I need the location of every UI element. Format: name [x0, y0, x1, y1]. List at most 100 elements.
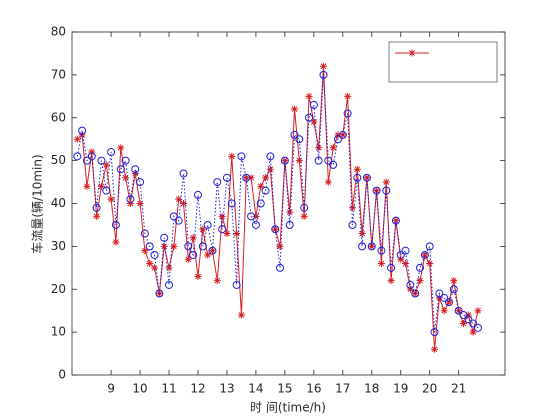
data-point — [107, 195, 115, 203]
data-point — [160, 233, 169, 242]
data-point — [449, 285, 458, 294]
data-point — [266, 152, 275, 161]
data-point — [440, 307, 448, 315]
data-point — [208, 246, 217, 255]
data-point — [435, 294, 443, 302]
data-point — [276, 263, 285, 272]
data-point — [237, 311, 245, 319]
data-point — [87, 152, 96, 161]
data-point — [391, 216, 400, 225]
data-point — [179, 169, 188, 178]
data-point — [430, 328, 439, 337]
data-point — [295, 135, 304, 144]
data-point — [324, 156, 333, 165]
data-point — [421, 251, 429, 259]
data-point — [319, 62, 327, 70]
data-point — [184, 255, 192, 263]
data-point — [382, 178, 390, 186]
data-point — [324, 178, 332, 186]
data-point — [222, 173, 231, 182]
data-point — [406, 280, 415, 289]
data-point — [280, 156, 289, 165]
data-point — [122, 174, 130, 182]
y-tick-label: 70 — [51, 67, 66, 81]
data-point — [271, 225, 279, 233]
data-point — [136, 200, 144, 207]
data-point — [232, 280, 241, 289]
data-point — [276, 242, 284, 250]
data-point — [150, 250, 159, 259]
y-axis-label: 车流量(辆/10min) — [30, 154, 45, 253]
data-point — [315, 144, 323, 152]
x-tick-label: 14 — [248, 382, 263, 396]
data-point — [281, 157, 289, 165]
data-point — [285, 220, 294, 229]
data-point — [373, 187, 381, 195]
data-point — [314, 156, 323, 165]
data-point — [416, 277, 424, 285]
data-point — [305, 92, 313, 100]
data-point — [247, 174, 255, 182]
data-point — [107, 148, 116, 157]
data-point — [189, 250, 198, 259]
data-point — [372, 186, 381, 195]
data-point — [358, 230, 366, 238]
data-point — [333, 135, 342, 144]
data-point — [291, 105, 299, 113]
data-point — [445, 298, 454, 307]
y-tick-label: 80 — [51, 25, 66, 39]
data-point — [93, 212, 101, 220]
data-point — [145, 242, 154, 251]
data-point — [416, 263, 425, 272]
x-tick-label: 9 — [107, 382, 115, 396]
data-point — [362, 173, 371, 182]
data-point — [170, 242, 178, 250]
data-point — [247, 212, 256, 221]
data-point — [131, 165, 140, 174]
data-point — [126, 200, 134, 207]
data-point — [218, 225, 227, 234]
data-point — [204, 251, 212, 259]
y-tick-label: 0 — [58, 368, 66, 382]
data-point — [387, 277, 395, 285]
data-point — [450, 277, 458, 285]
data-point — [334, 131, 342, 139]
data-point — [329, 160, 338, 169]
data-point — [305, 113, 314, 122]
data-point — [189, 234, 197, 242]
data-point — [319, 70, 328, 79]
series-line — [76, 74, 479, 333]
data-point — [343, 109, 352, 118]
data-point — [464, 311, 472, 319]
data-point — [353, 173, 362, 182]
data-point — [88, 148, 96, 156]
data-point — [151, 264, 159, 272]
data-point — [242, 174, 250, 182]
x-tick-label: 21 — [451, 382, 466, 396]
x-tick-label: 19 — [393, 382, 408, 396]
x-tick-label: 10 — [132, 382, 147, 396]
data-point — [435, 289, 444, 298]
data-point — [102, 186, 111, 195]
x-tick-label: 12 — [190, 382, 205, 396]
data-point — [141, 247, 149, 255]
x-tick-label: 13 — [219, 382, 234, 396]
data-point — [469, 319, 478, 328]
data-point — [387, 263, 396, 272]
data-point — [140, 229, 149, 238]
series — [73, 70, 482, 337]
data-point — [459, 320, 467, 328]
data-point — [136, 178, 145, 187]
data-point — [397, 255, 405, 263]
data-point — [348, 220, 357, 229]
data-point — [266, 165, 274, 173]
x-axis-label: 时 间(time/h) — [250, 401, 326, 415]
data-point — [121, 156, 130, 165]
legend-marker — [408, 49, 416, 57]
data-point — [420, 250, 429, 259]
data-point — [252, 212, 260, 220]
data-point — [290, 130, 299, 139]
data-point — [111, 220, 120, 229]
data-point — [310, 118, 318, 126]
